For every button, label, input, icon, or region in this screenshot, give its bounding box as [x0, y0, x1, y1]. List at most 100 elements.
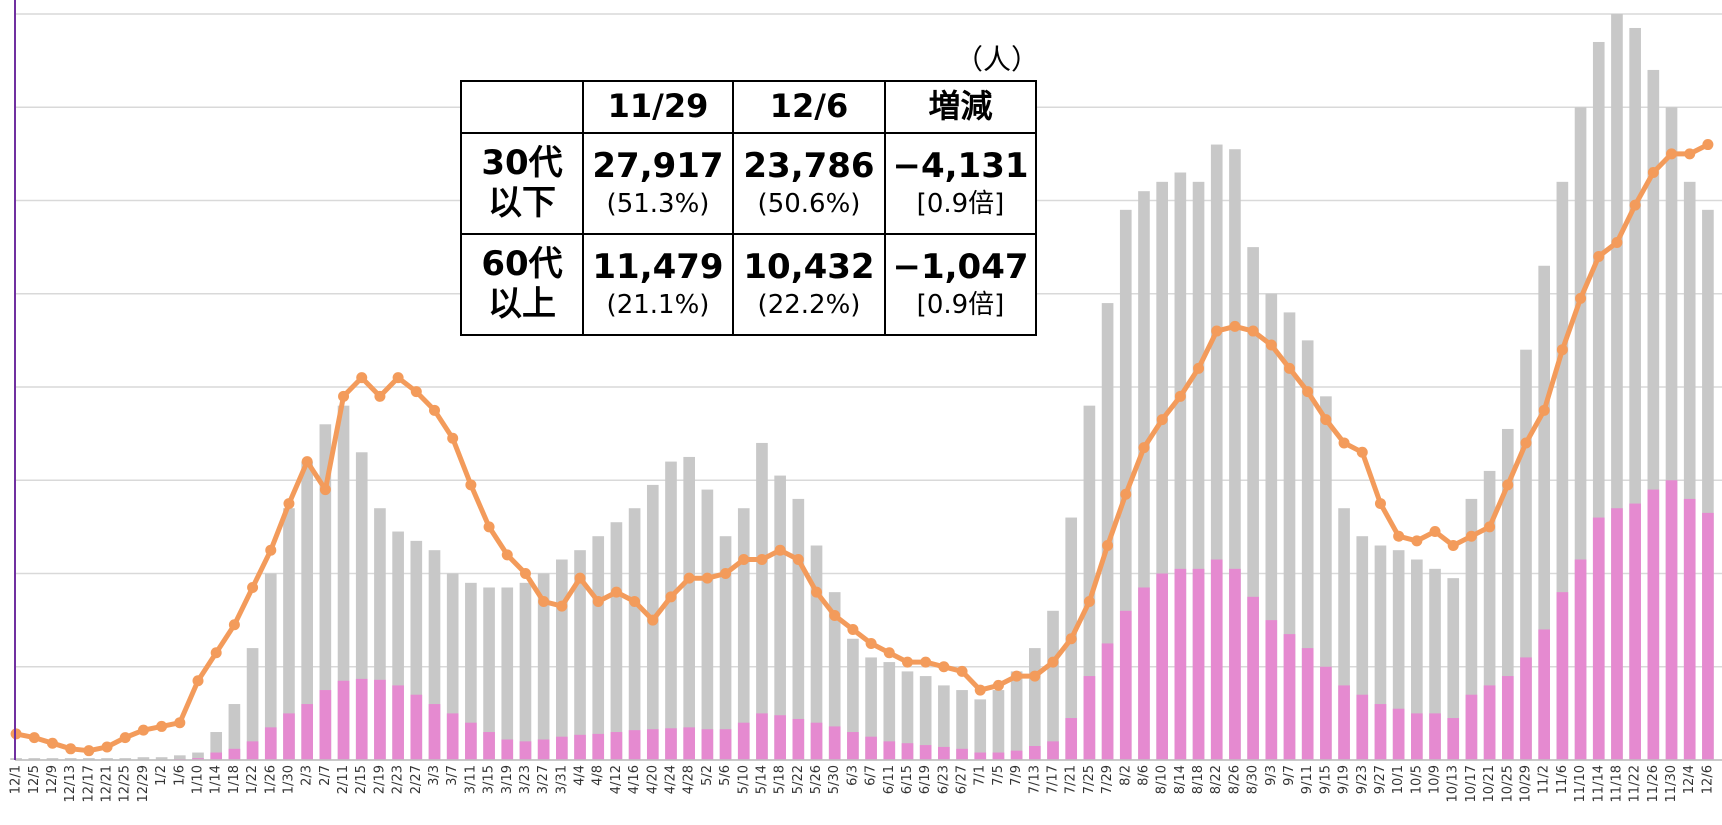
bar	[828, 726, 841, 760]
x-tick-label: 11/14	[1591, 765, 1606, 802]
x-tick-label: 10/13	[1446, 765, 1461, 802]
x-tick-label: 5/10	[736, 765, 751, 794]
x-tick-label: 5/22	[791, 765, 806, 794]
bar	[301, 461, 313, 760]
x-tick-label: 12/9	[45, 765, 60, 794]
bar	[1047, 741, 1059, 760]
cell-value: 27,917	[592, 146, 724, 186]
line-marker	[1284, 362, 1295, 374]
line-marker	[1666, 148, 1678, 160]
bar	[137, 757, 150, 760]
bar	[919, 745, 932, 760]
bar	[1538, 265, 1551, 760]
line-marker	[1247, 325, 1259, 337]
bar	[737, 508, 750, 760]
bar	[646, 729, 659, 760]
bar	[264, 573, 277, 760]
bar	[938, 685, 950, 760]
line-marker	[410, 386, 422, 398]
bar	[956, 748, 968, 760]
x-tick-label: 3/31	[554, 765, 569, 794]
bar	[446, 573, 459, 760]
line-marker	[1556, 344, 1568, 356]
cell: 10,432 (22.2%)	[732, 233, 886, 336]
x-tick-label: 3/19	[500, 765, 515, 794]
x-tick-label: 5/30	[827, 765, 842, 794]
bar	[1247, 247, 1259, 760]
bar	[1028, 746, 1041, 760]
bar	[301, 704, 313, 760]
bar	[756, 442, 768, 760]
cell: 23,786 (50.6%)	[732, 132, 886, 235]
bar	[938, 746, 950, 760]
bar	[574, 550, 586, 760]
x-tick-label: 5/26	[809, 765, 824, 794]
bar	[519, 582, 532, 760]
x-tick-label: 1/30	[281, 765, 296, 794]
line-marker	[720, 568, 732, 579]
bar	[10, 758, 22, 760]
x-tick-label: 6/7	[864, 765, 879, 786]
table-row: 60代 以上 11,479 (21.1%) 10,432 (22.2%) −1,047…	[460, 233, 1037, 336]
x-tick-label: 3/27	[536, 765, 551, 794]
cell-value: −4,131	[892, 146, 1029, 186]
line-marker	[1538, 404, 1550, 416]
line-marker	[774, 544, 786, 556]
x-tick-label: 7/5	[991, 765, 1006, 786]
line-marker	[865, 637, 877, 649]
row-label-line: 60代	[481, 243, 563, 284]
x-tick-label: 4/20	[645, 765, 660, 794]
bar	[446, 713, 459, 760]
line-marker	[974, 684, 986, 696]
x-tick-label: 8/6	[1136, 765, 1151, 786]
bar	[1192, 568, 1205, 760]
x-tick-label: 2/27	[409, 765, 424, 794]
line-marker	[1011, 670, 1023, 682]
line-marker	[28, 732, 40, 744]
bar	[792, 718, 805, 760]
bar	[701, 489, 714, 760]
bar	[1138, 587, 1150, 760]
line-marker	[829, 609, 841, 621]
x-tick-label: 9/23	[1355, 765, 1370, 794]
line-marker	[119, 732, 131, 744]
x-tick-label: 2/23	[391, 765, 406, 794]
line-marker	[1465, 530, 1477, 542]
bar	[1174, 172, 1187, 760]
bar	[1338, 685, 1350, 760]
line-marker	[792, 554, 804, 566]
x-tick-label: 11/18	[1609, 765, 1624, 802]
row-label-line: 30代	[481, 142, 563, 183]
bar	[483, 732, 495, 760]
bar	[1429, 568, 1441, 760]
bar	[192, 758, 204, 760]
x-tick-label: 9/3	[1264, 765, 1279, 786]
x-tick-label: 12/13	[63, 765, 78, 802]
line-marker	[1302, 386, 1314, 398]
x-tick-label: 8/14	[1173, 765, 1188, 794]
x-tick-label: 12/29	[136, 765, 151, 802]
bar	[828, 592, 841, 760]
bar	[847, 732, 859, 760]
bar	[1574, 559, 1587, 760]
bar	[1283, 634, 1296, 760]
x-tick-label: 5/14	[754, 765, 769, 794]
bar	[428, 550, 441, 760]
line-marker	[610, 586, 622, 598]
x-tick-label: 6/27	[955, 765, 970, 794]
line-marker	[374, 390, 386, 402]
bar	[46, 758, 59, 760]
line-marker	[901, 656, 913, 668]
x-tick-label: 1/6	[172, 765, 187, 786]
x-tick-label: 6/11	[882, 765, 897, 794]
bar	[883, 741, 896, 760]
x-tick-label: 2/7	[318, 765, 333, 786]
line-marker	[1083, 595, 1095, 607]
line-marker	[1411, 535, 1423, 547]
line-marker	[83, 745, 95, 757]
bar	[501, 739, 514, 760]
bar	[1592, 517, 1605, 760]
x-tick-label: 3/7	[445, 765, 460, 786]
bar	[1156, 573, 1168, 760]
x-tick-label: 4/8	[591, 765, 606, 786]
